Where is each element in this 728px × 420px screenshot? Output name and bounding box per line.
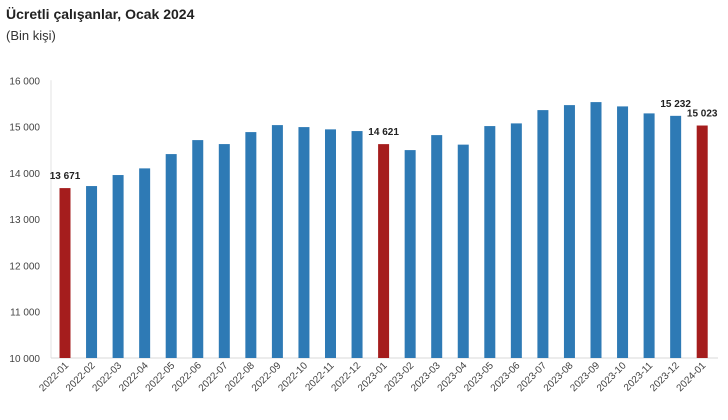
- y-tick-label: 12 000: [9, 261, 40, 272]
- bar-2022-10: [298, 127, 310, 358]
- bar-2023-09: [590, 102, 602, 358]
- chart-subtitle: (Bin kişi): [6, 28, 56, 43]
- bar-2022-03: [112, 175, 124, 358]
- y-tick-label: 13 000: [9, 215, 40, 226]
- y-tick-label: 10 000: [9, 354, 40, 365]
- bar-2022-09: [271, 125, 283, 358]
- x-tick-label: 2024-01: [675, 360, 709, 394]
- bar-2023-10: [617, 106, 629, 358]
- bar-2023-02: [404, 150, 416, 358]
- chart-title: Ücretli çalışanlar, Ocak 2024: [6, 6, 195, 22]
- bar-2022-07: [218, 144, 230, 358]
- bar-2022-04: [139, 168, 151, 358]
- bar-2023-05: [484, 126, 496, 358]
- y-tick-label: 11 000: [10, 308, 40, 319]
- bar-2023-01: [378, 144, 390, 358]
- bar-2022-11: [325, 129, 336, 358]
- data-label-2023-12: 15 232: [660, 99, 691, 110]
- y-tick-label: 14 000: [9, 169, 40, 180]
- bar-2023-08: [563, 105, 575, 358]
- bar-2023-04: [457, 144, 469, 358]
- bar-2024-01: [696, 125, 708, 358]
- bar-2022-01: [59, 188, 71, 358]
- y-tick-label: 16 000: [9, 76, 40, 87]
- bar-2023-12: [670, 115, 682, 358]
- bar-2022-05: [165, 154, 177, 358]
- y-tick-label: 15 000: [9, 123, 40, 134]
- bar-2022-08: [245, 132, 257, 358]
- data-label-2022-01: 13 671: [50, 171, 81, 182]
- data-label-2024-01: 15 023: [687, 109, 718, 120]
- bar-2023-07: [537, 110, 549, 358]
- data-label-2023-01: 14 621: [368, 127, 399, 138]
- bar-2023-03: [431, 135, 443, 358]
- bar-2023-06: [510, 123, 522, 358]
- bar-2022-06: [192, 140, 204, 358]
- bar-2022-02: [86, 186, 98, 358]
- bar-2022-12: [351, 131, 363, 358]
- bar-2023-11: [643, 113, 655, 359]
